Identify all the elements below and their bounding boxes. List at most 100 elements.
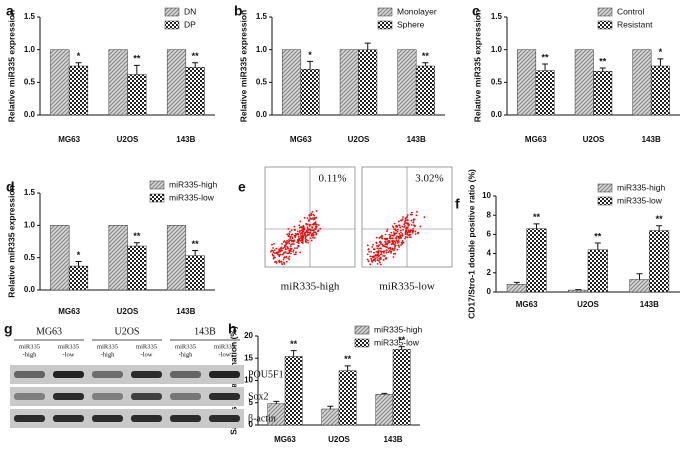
event-dot bbox=[381, 243, 384, 246]
event-dot bbox=[366, 244, 369, 247]
event-dot bbox=[379, 263, 382, 266]
event-dot bbox=[399, 231, 402, 234]
event-dot bbox=[393, 244, 396, 246]
event-dot bbox=[375, 250, 378, 253]
y-tick-label: 1.5 bbox=[256, 12, 268, 21]
event-dot bbox=[314, 221, 317, 224]
event-dot bbox=[401, 243, 404, 245]
legend-swatch bbox=[354, 325, 370, 335]
event-dot bbox=[410, 213, 412, 216]
significance-label: * bbox=[77, 51, 81, 61]
lane-label: -low bbox=[141, 351, 153, 358]
event-dot bbox=[297, 235, 300, 238]
lane-label: miR335 bbox=[58, 343, 79, 350]
event-dot bbox=[272, 247, 274, 249]
event-dot bbox=[423, 216, 426, 219]
significance-label: ** bbox=[656, 214, 664, 224]
event-dot bbox=[288, 251, 291, 254]
event-dot bbox=[415, 214, 418, 217]
blot-band bbox=[131, 415, 162, 422]
event-dot bbox=[412, 221, 415, 224]
bar bbox=[282, 49, 302, 116]
event-dot bbox=[280, 249, 282, 252]
x-tick-label: U2OS bbox=[348, 135, 370, 144]
legend-label: miR335-low bbox=[169, 192, 215, 202]
panel-letter: g bbox=[4, 321, 13, 337]
event-dot bbox=[305, 235, 308, 238]
event-dot bbox=[404, 237, 406, 240]
bar bbox=[587, 249, 608, 293]
lane-label: miR335 bbox=[19, 343, 40, 350]
legend-swatch bbox=[597, 20, 613, 30]
event-dot bbox=[293, 253, 296, 256]
group-label: U2OS bbox=[114, 326, 139, 337]
event-dot bbox=[296, 247, 298, 249]
y-tick-label: 1.0 bbox=[24, 45, 36, 54]
event-dot bbox=[387, 251, 390, 254]
y-tick-label: 0.5 bbox=[256, 77, 268, 86]
y-axis-label: CD17/Stro-1 double positive ratio (%) bbox=[466, 169, 476, 319]
bar bbox=[284, 356, 303, 426]
lane-label: -high bbox=[101, 351, 115, 358]
legend-swatch bbox=[149, 180, 165, 190]
event-dot bbox=[387, 247, 390, 250]
event-dot bbox=[380, 247, 382, 250]
x-tick-label: U2OS bbox=[117, 135, 139, 144]
event-dot bbox=[383, 251, 385, 254]
error-bar bbox=[192, 62, 199, 68]
event-dot bbox=[404, 229, 407, 232]
event-dot bbox=[278, 254, 281, 257]
event-dot bbox=[305, 222, 308, 225]
event-dot bbox=[288, 258, 291, 261]
error-bar bbox=[656, 225, 663, 231]
blot-band bbox=[170, 371, 201, 378]
event-dot bbox=[309, 231, 312, 234]
event-dot bbox=[374, 260, 377, 262]
event-dot bbox=[311, 236, 314, 239]
event-dot bbox=[303, 233, 306, 236]
event-dot bbox=[408, 233, 411, 236]
event-dot bbox=[282, 252, 285, 255]
event-dot bbox=[289, 230, 291, 233]
bar bbox=[650, 65, 670, 116]
event-dot bbox=[403, 222, 406, 225]
event-dot bbox=[399, 226, 402, 229]
x-tick-label: MG63 bbox=[516, 300, 538, 309]
lane-label: -high bbox=[179, 351, 193, 358]
blot-band bbox=[14, 371, 45, 378]
bar bbox=[392, 349, 411, 426]
event-dot bbox=[386, 243, 389, 246]
legend-swatch bbox=[597, 196, 613, 206]
event-dot bbox=[385, 249, 388, 252]
blot-strip bbox=[10, 387, 244, 406]
error-bar bbox=[273, 400, 280, 404]
event-dot bbox=[294, 236, 297, 239]
error-bar bbox=[344, 365, 351, 371]
y-tick-label: 0.5 bbox=[24, 253, 36, 262]
error-bar bbox=[594, 242, 601, 250]
event-dot bbox=[309, 237, 312, 240]
event-dot bbox=[386, 228, 389, 231]
event-dot bbox=[295, 251, 297, 254]
event-dot bbox=[282, 258, 285, 261]
event-dot bbox=[298, 239, 300, 241]
y-tick-label: 8 bbox=[487, 210, 492, 219]
event-dot bbox=[300, 236, 303, 238]
bar bbox=[593, 70, 613, 116]
event-dot bbox=[392, 256, 395, 258]
event-dot bbox=[391, 234, 394, 237]
y-tick-label: 1.5 bbox=[24, 12, 36, 21]
error-bar bbox=[327, 405, 334, 409]
event-dot bbox=[376, 256, 378, 259]
bar bbox=[50, 225, 70, 291]
event-dot bbox=[366, 253, 369, 256]
event-dot bbox=[310, 239, 313, 242]
bar bbox=[185, 255, 205, 291]
event-dot bbox=[397, 244, 400, 247]
event-dot bbox=[309, 229, 312, 232]
event-dot bbox=[412, 218, 415, 221]
event-dot bbox=[392, 226, 395, 229]
event-dot bbox=[307, 239, 309, 242]
event-dot bbox=[284, 244, 287, 247]
legend-label: Resistant bbox=[617, 19, 653, 29]
